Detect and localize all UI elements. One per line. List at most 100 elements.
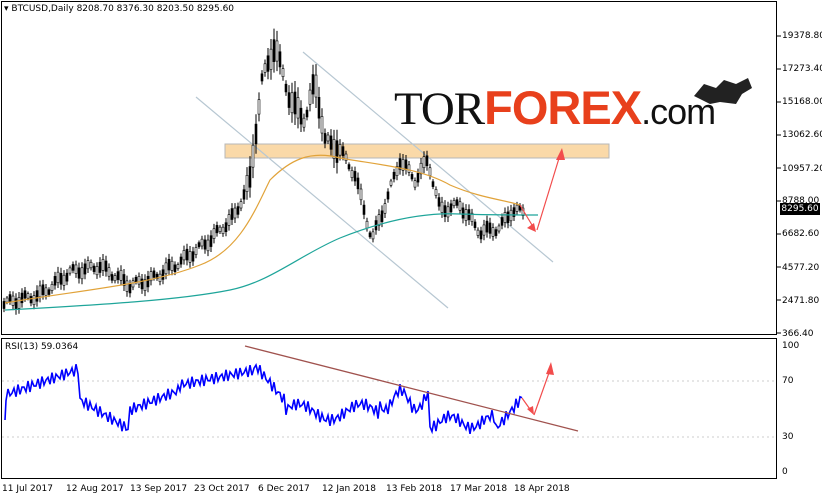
candle-body bbox=[113, 275, 117, 282]
candle-body bbox=[41, 284, 45, 295]
candle-body bbox=[32, 295, 36, 306]
candle-body bbox=[317, 96, 321, 119]
date-tick: 17 Mar 2018 bbox=[450, 484, 508, 494]
candle-body bbox=[164, 262, 168, 275]
rsi-line bbox=[4, 362, 523, 435]
candle-body bbox=[236, 206, 240, 215]
candle-body bbox=[272, 39, 276, 62]
candle-body bbox=[350, 170, 354, 178]
candle-body bbox=[488, 222, 492, 234]
channel-lower-line bbox=[195, 96, 449, 309]
candle-body bbox=[365, 220, 369, 229]
candle-body bbox=[302, 117, 306, 128]
candle-body bbox=[212, 228, 216, 239]
price-arrowhead-down bbox=[527, 223, 536, 232]
candle-body bbox=[437, 197, 441, 207]
candle-body bbox=[182, 250, 186, 261]
candle-body bbox=[473, 221, 477, 228]
candle-body bbox=[134, 276, 138, 283]
candle-body bbox=[251, 144, 255, 168]
candle-body bbox=[386, 191, 390, 200]
candle-body bbox=[44, 287, 48, 296]
price-tick: 10957.20 bbox=[782, 164, 822, 174]
candle-body bbox=[398, 158, 402, 170]
candle-body bbox=[128, 283, 132, 294]
date-tick: 11 Jul 2017 bbox=[2, 484, 53, 494]
candle-body bbox=[512, 207, 516, 217]
candle-body bbox=[287, 92, 291, 108]
rsi-trendline bbox=[244, 345, 579, 432]
candle-body bbox=[308, 89, 312, 105]
rsi-label: RSI(13) 59.0364 bbox=[5, 342, 79, 352]
candle-body bbox=[329, 135, 333, 150]
candle-body bbox=[263, 63, 267, 73]
candle-body bbox=[170, 260, 174, 271]
candle-body bbox=[368, 232, 372, 238]
candle-body bbox=[176, 264, 180, 269]
candle-body bbox=[65, 272, 69, 282]
candle-body bbox=[248, 166, 252, 188]
candle-body bbox=[440, 201, 444, 213]
candle-body bbox=[137, 276, 141, 285]
price-tick: 8788.00 bbox=[782, 196, 820, 206]
candle-body bbox=[14, 298, 18, 310]
candle-body bbox=[206, 239, 210, 252]
candle-body bbox=[77, 267, 81, 279]
candle-body bbox=[254, 123, 258, 145]
candle-body bbox=[203, 239, 207, 250]
ma-slow-line bbox=[4, 213, 539, 311]
candle-body bbox=[395, 166, 399, 176]
candle-body bbox=[275, 40, 279, 62]
candle-body bbox=[224, 222, 228, 233]
candle-body bbox=[59, 273, 63, 285]
candle-body bbox=[485, 220, 489, 233]
candle-body bbox=[479, 230, 483, 240]
candle-body bbox=[320, 116, 324, 134]
candle-body bbox=[311, 74, 315, 95]
candle-body bbox=[104, 260, 108, 272]
price-tick: 2471.80 bbox=[782, 296, 820, 306]
candle-body bbox=[8, 294, 12, 302]
price-tick: 6682.60 bbox=[782, 229, 820, 239]
price-tick: 17273.40 bbox=[782, 64, 822, 74]
candle-body bbox=[194, 247, 198, 255]
candle-body bbox=[389, 180, 393, 186]
candle-body bbox=[410, 174, 414, 180]
date-tick: 13 Sep 2017 bbox=[130, 484, 188, 494]
candle-body bbox=[413, 180, 417, 188]
symbol-header: ▾ BTCUSD,Daily 8208.70 8376.30 8203.50 8… bbox=[4, 4, 234, 14]
candle-body bbox=[179, 256, 183, 265]
candle-body bbox=[107, 267, 111, 277]
candle-body bbox=[11, 295, 15, 306]
candle-body bbox=[419, 162, 423, 175]
candle-body bbox=[140, 278, 144, 290]
candle-body bbox=[122, 274, 126, 286]
candle-body bbox=[62, 274, 66, 286]
torforex-watermark: TORFOREX.com bbox=[394, 80, 716, 136]
candle-body bbox=[506, 211, 510, 224]
candle-body bbox=[500, 217, 504, 226]
candle-body bbox=[353, 171, 357, 182]
candle-body bbox=[497, 225, 501, 232]
candle-body bbox=[221, 226, 225, 234]
candle-body bbox=[377, 214, 381, 226]
candle-body bbox=[434, 189, 438, 196]
candle-body bbox=[83, 263, 87, 275]
candle-body bbox=[305, 109, 309, 118]
candle-body bbox=[401, 159, 405, 171]
candle-body bbox=[92, 265, 96, 272]
candle-body bbox=[443, 205, 447, 217]
candle-body bbox=[53, 276, 57, 286]
price-tick: 19378.80 bbox=[782, 31, 822, 41]
candle-body bbox=[242, 189, 246, 200]
candle-body bbox=[515, 204, 519, 212]
candle-body bbox=[494, 229, 498, 236]
candle-body bbox=[422, 156, 426, 169]
bull-bear-logo-icon bbox=[694, 78, 752, 104]
price-chart-pane[interactable] bbox=[1, 1, 777, 335]
candle-body bbox=[191, 251, 195, 262]
candle-body bbox=[476, 229, 480, 236]
price-arrow-up bbox=[536, 154, 561, 231]
candle-body bbox=[371, 231, 375, 240]
candle-body bbox=[284, 83, 288, 93]
